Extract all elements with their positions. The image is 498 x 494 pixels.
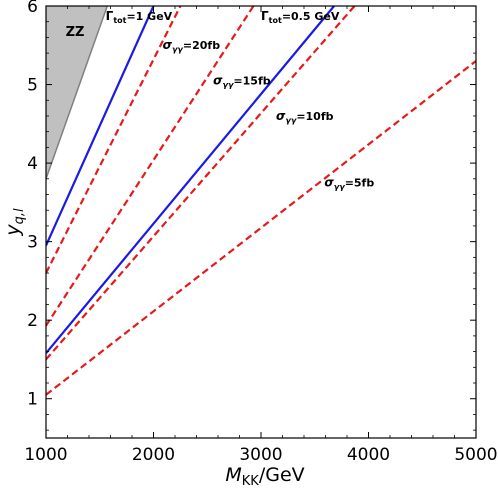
axis-ticks: 1000 2000 3000 4000 5000 1 2 3 4 5 6: [24, 0, 497, 465]
annotation-5: σγγ=10fb: [276, 109, 334, 125]
x-tick-label: 2000: [132, 445, 175, 465]
y-tick-label: 1: [27, 390, 38, 410]
y-tick-label: 5: [27, 76, 38, 96]
plot-area: [46, 6, 476, 438]
annotation-4: σγγ=15fb: [213, 74, 271, 90]
series-line-4: [46, 6, 255, 327]
series-line-6: [46, 60, 476, 396]
series-line-5: [46, 6, 356, 361]
excluded-region: ZZ: [46, 6, 108, 180]
x-tick-label: 4000: [347, 445, 390, 465]
y-tick-label: 2: [27, 311, 38, 331]
annotation-1: Γtot=1 GeV: [106, 9, 173, 25]
y-tick-label: 6: [27, 0, 38, 17]
zz-region-edge: [46, 6, 108, 180]
x-axis-title: MKK/GeV: [225, 464, 304, 489]
y-axis-title: yq,l: [2, 208, 27, 237]
annotation-2: Γtot=0.5 GeV: [261, 9, 340, 25]
plot-background: [46, 6, 476, 438]
x-tick-label: 3000: [239, 445, 282, 465]
series-line-3: [46, 6, 182, 274]
series-lines: [46, 6, 476, 396]
annotation-3: σγγ=20fb: [163, 38, 221, 54]
x-tick-label: 5000: [454, 445, 497, 465]
y-tick-label: 4: [27, 154, 38, 174]
series-line-1: [46, 6, 155, 247]
x-tick-label: 1000: [24, 445, 67, 465]
series-line-2: [46, 6, 335, 354]
annotations: Γtot=1 GeV Γtot=0.5 GeV σγγ=20fb σγγ=15fb σγ…: [106, 9, 375, 192]
annotation-6: σγγ=5fb: [324, 176, 374, 192]
y-tick-label: 3: [27, 233, 38, 253]
zz-region-label: ZZ: [66, 25, 85, 40]
